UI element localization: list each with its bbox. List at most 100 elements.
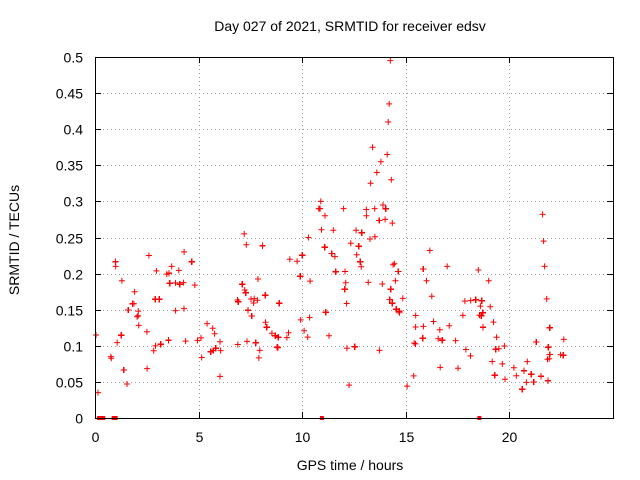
data-point bbox=[166, 280, 173, 287]
data-point bbox=[493, 334, 500, 341]
data-point bbox=[198, 334, 204, 341]
data-point bbox=[245, 307, 251, 314]
data-point bbox=[420, 323, 427, 330]
data-point bbox=[217, 347, 224, 354]
data-point bbox=[386, 296, 393, 303]
data-point bbox=[490, 319, 497, 326]
x-tick-label: 15 bbox=[399, 429, 415, 445]
data-point bbox=[391, 260, 398, 267]
data-point bbox=[131, 288, 138, 295]
data-point bbox=[180, 279, 187, 286]
data-point bbox=[322, 212, 328, 219]
data-point bbox=[423, 277, 430, 284]
data-point bbox=[248, 296, 254, 302]
data-point bbox=[176, 281, 183, 288]
data-point bbox=[480, 324, 486, 331]
data-point bbox=[341, 286, 348, 293]
data-point bbox=[545, 377, 551, 384]
data-point bbox=[382, 216, 389, 223]
data-point bbox=[412, 312, 419, 319]
data-point bbox=[315, 205, 322, 212]
data-point bbox=[472, 296, 479, 303]
data-point bbox=[156, 296, 163, 303]
data-point bbox=[377, 158, 384, 165]
data-point bbox=[305, 234, 312, 241]
data-point bbox=[455, 365, 461, 372]
data-point bbox=[435, 335, 442, 342]
data-point bbox=[540, 238, 547, 245]
y-tick-label: 0.4 bbox=[64, 122, 84, 138]
chart-title: Day 027 of 2021, SRMTID for receiver eds… bbox=[214, 18, 486, 34]
y-tick-label: 0.15 bbox=[56, 303, 83, 319]
data-point bbox=[367, 236, 373, 242]
data-point bbox=[330, 227, 337, 234]
data-point bbox=[533, 339, 540, 345]
data-point bbox=[135, 322, 142, 329]
data-point bbox=[294, 258, 301, 265]
data-point bbox=[388, 176, 395, 183]
data-point bbox=[385, 119, 392, 125]
data-point bbox=[321, 244, 328, 251]
data-point bbox=[519, 386, 526, 393]
data-point bbox=[539, 211, 546, 218]
data-point bbox=[478, 297, 485, 304]
data-point bbox=[307, 278, 314, 285]
data-point bbox=[332, 268, 339, 275]
data-point bbox=[436, 326, 443, 333]
data-point bbox=[191, 282, 198, 289]
data-point bbox=[437, 364, 444, 371]
data-point bbox=[353, 227, 360, 234]
data-point bbox=[340, 205, 347, 212]
data-point bbox=[194, 337, 201, 344]
data-point bbox=[207, 348, 214, 355]
data-point bbox=[369, 144, 376, 151]
data-point bbox=[485, 277, 492, 284]
data-point bbox=[217, 373, 223, 380]
data-point bbox=[355, 243, 362, 250]
data-point bbox=[259, 242, 266, 249]
data-point bbox=[462, 346, 469, 353]
data-point bbox=[153, 267, 160, 274]
data-point bbox=[242, 289, 249, 296]
data-point bbox=[175, 267, 182, 274]
data-point bbox=[204, 320, 211, 327]
data-point bbox=[342, 268, 348, 275]
data-point bbox=[373, 169, 380, 176]
data-point bbox=[150, 347, 157, 354]
data-point bbox=[182, 338, 189, 345]
data-point bbox=[477, 303, 484, 310]
data-point bbox=[367, 180, 374, 187]
data-point bbox=[283, 334, 290, 341]
data-point bbox=[343, 300, 350, 307]
data-point bbox=[382, 205, 389, 212]
y-tick-label: 0 bbox=[75, 411, 83, 427]
x-tick-label: 10 bbox=[295, 429, 311, 445]
data-point bbox=[297, 316, 304, 323]
data-point bbox=[125, 307, 132, 313]
data-point bbox=[256, 347, 263, 354]
data-point bbox=[209, 325, 216, 332]
y-tick-label: 0.45 bbox=[56, 86, 83, 102]
data-point bbox=[426, 247, 433, 254]
data-point bbox=[145, 252, 152, 259]
y-tick-label: 0.5 bbox=[64, 50, 84, 66]
data-point bbox=[112, 263, 119, 270]
data-point bbox=[538, 373, 544, 380]
data-point bbox=[168, 263, 175, 270]
data-point bbox=[262, 319, 269, 326]
data-point bbox=[461, 298, 468, 305]
data-point bbox=[444, 263, 451, 270]
data-point bbox=[181, 305, 187, 312]
data-point bbox=[347, 240, 354, 247]
y-tick-label: 0.35 bbox=[56, 158, 83, 174]
data-point bbox=[250, 300, 257, 306]
data-point bbox=[389, 300, 396, 307]
data-point bbox=[120, 367, 127, 373]
data-point bbox=[412, 324, 419, 330]
data-point bbox=[357, 258, 364, 265]
data-point bbox=[286, 256, 293, 263]
data-point bbox=[363, 212, 370, 219]
data-point bbox=[241, 230, 248, 237]
data-point bbox=[390, 261, 397, 268]
